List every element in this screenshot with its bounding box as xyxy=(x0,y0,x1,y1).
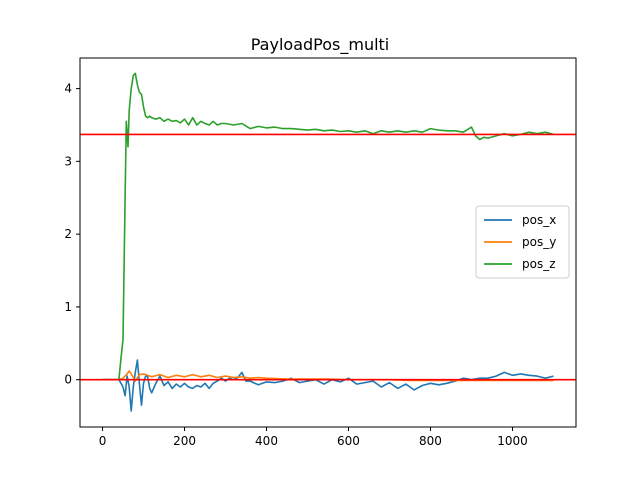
y-tick-label: 4 xyxy=(64,82,72,96)
plot-lines xyxy=(80,72,576,412)
y-tick-label: 1 xyxy=(64,300,72,314)
chart-title: PayloadPos_multi xyxy=(251,35,390,55)
y-axis: 0 1 2 3 4 xyxy=(64,82,80,387)
legend-label-pos_z: pos_z xyxy=(522,257,556,271)
legend-label-pos_y: pos_y xyxy=(522,235,556,249)
x-tick-label: 400 xyxy=(255,434,278,448)
x-axis: 0 200 400 600 800 1000 xyxy=(99,427,528,448)
x-tick-label: 200 xyxy=(173,434,196,448)
x-tick-label: 800 xyxy=(419,434,442,448)
series-line-pos_z xyxy=(102,72,554,381)
x-tick-label: 600 xyxy=(337,434,360,448)
legend: pos_x pos_y pos_z xyxy=(475,205,570,279)
plot-area-frame xyxy=(79,57,577,428)
x-tick-label: 0 xyxy=(99,434,107,448)
x-tick-label: 1000 xyxy=(497,434,528,448)
y-tick-label: 2 xyxy=(64,227,72,241)
series-line-pos_x xyxy=(102,359,554,412)
y-tick-label: 3 xyxy=(64,154,72,168)
legend-label-pos_x: pos_x xyxy=(522,213,556,227)
y-tick-label: 0 xyxy=(64,373,72,387)
legend-box xyxy=(475,205,570,279)
